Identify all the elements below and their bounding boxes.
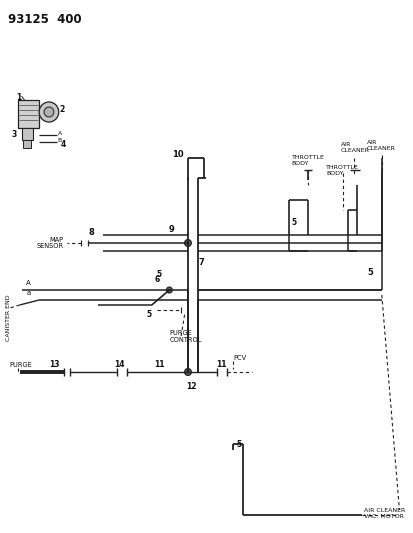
Text: THROTTLE: THROTTLE [291, 155, 324, 160]
Text: A: A [58, 131, 62, 136]
Text: 10: 10 [172, 150, 184, 159]
Circle shape [39, 102, 59, 122]
Text: a: a [26, 290, 31, 296]
Text: 6: 6 [154, 275, 159, 284]
Text: AIR CLEANER: AIR CLEANER [363, 508, 404, 513]
Text: 4: 4 [61, 140, 66, 149]
Text: 5: 5 [147, 310, 152, 319]
Text: 11: 11 [216, 360, 226, 369]
Text: AIR: AIR [340, 142, 350, 147]
Text: PURGE: PURGE [10, 362, 33, 368]
Text: CLEANER: CLEANER [366, 146, 395, 151]
Text: A: A [26, 280, 31, 286]
Circle shape [166, 287, 172, 293]
Text: CLEANER: CLEANER [340, 148, 369, 153]
Text: 9: 9 [168, 225, 174, 234]
Text: 5: 5 [236, 440, 242, 449]
Bar [24, 140, 31, 148]
Text: 5: 5 [366, 268, 372, 277]
Text: 5: 5 [291, 218, 296, 227]
Bar [21, 128, 33, 140]
Circle shape [184, 239, 191, 246]
Text: 3: 3 [12, 130, 17, 139]
Bar [18, 100, 39, 128]
Text: 13: 13 [50, 360, 60, 369]
Text: AIR: AIR [366, 140, 377, 145]
Text: BODY: BODY [325, 171, 343, 176]
Text: 1: 1 [16, 93, 21, 102]
Text: MAP: MAP [50, 237, 64, 243]
Text: 7: 7 [198, 258, 204, 267]
Text: SENSOR: SENSOR [36, 243, 64, 249]
Text: PCV: PCV [233, 355, 246, 361]
Text: 93125  400: 93125 400 [8, 13, 81, 26]
Text: VAC. MOTOR: VAC. MOTOR [363, 514, 403, 519]
Text: 12: 12 [185, 382, 196, 391]
Circle shape [44, 107, 54, 117]
Text: CONTROL: CONTROL [169, 337, 201, 343]
Text: B: B [58, 138, 62, 143]
Text: 2: 2 [59, 105, 65, 114]
Text: 8: 8 [88, 228, 94, 237]
Text: CANISTER END: CANISTER END [6, 295, 11, 341]
Text: 11: 11 [154, 360, 164, 369]
Text: BODY: BODY [291, 161, 309, 166]
Text: THROTTLE: THROTTLE [325, 165, 358, 170]
Circle shape [184, 368, 191, 376]
Text: PURGE: PURGE [169, 330, 192, 336]
Text: 14: 14 [114, 360, 124, 369]
Text: 5: 5 [156, 270, 161, 279]
